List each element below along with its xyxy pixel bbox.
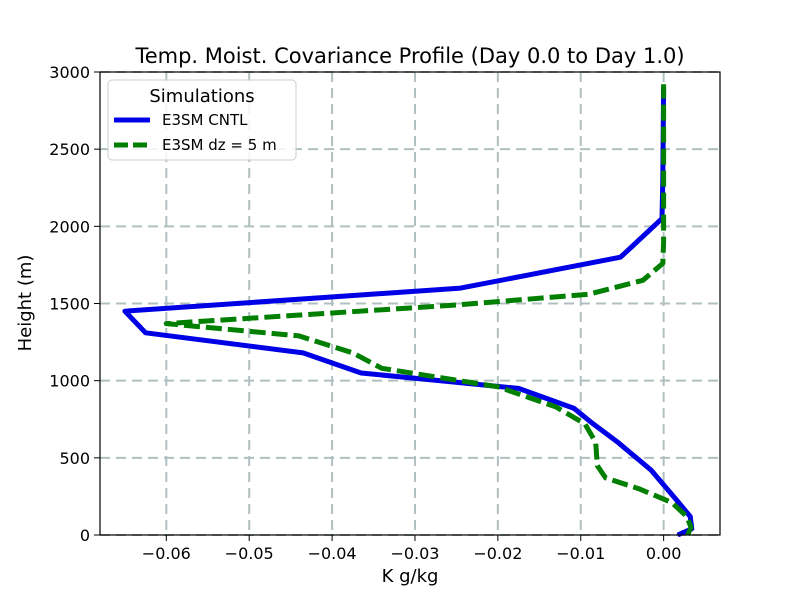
axis-ticks: −0.06 −0.05 −0.04 −0.03 −0.02 −0.01 0.00 0 500 10… bbox=[49, 63, 681, 563]
y-tick-label: 3000 bbox=[49, 63, 90, 82]
legend-label-e3sm-dz5: E3SM dz = 5 m bbox=[162, 136, 277, 154]
x-tick-label: −0.06 bbox=[142, 544, 191, 563]
series-line-e3sm-cntl bbox=[122, 87, 695, 538]
legend: Simulations E3SM CNTL E3SM dz = 5 m bbox=[107, 79, 297, 161]
x-tick-label: −0.03 bbox=[390, 544, 439, 563]
x-tick-label: −0.01 bbox=[556, 544, 605, 563]
y-tick-label: 1500 bbox=[49, 295, 90, 314]
y-tick-label: 2000 bbox=[49, 217, 90, 236]
series-line-e3sm-dz5 bbox=[163, 84, 694, 536]
x-tick-label: −0.05 bbox=[225, 544, 274, 563]
chart-title: Temp. Moist. Covariance Profile (Day 0.0… bbox=[134, 44, 684, 68]
y-tick-label: 500 bbox=[59, 449, 90, 468]
x-tick-label: −0.02 bbox=[473, 544, 522, 563]
x-tick-label: −0.04 bbox=[308, 544, 357, 563]
y-tick-label: 2500 bbox=[49, 140, 90, 159]
y-axis-label: Height (m) bbox=[15, 255, 36, 352]
y-tick-label: 0 bbox=[80, 526, 90, 545]
series-lines bbox=[122, 84, 695, 538]
y-tick-label: 1000 bbox=[49, 372, 90, 391]
x-tick-label: 0.00 bbox=[646, 544, 682, 563]
legend-box bbox=[107, 79, 297, 161]
legend-label-e3sm-cntl: E3SM CNTL bbox=[162, 111, 248, 129]
legend-title: Simulations bbox=[149, 86, 254, 107]
x-axis-label: K g/kg bbox=[382, 566, 439, 587]
